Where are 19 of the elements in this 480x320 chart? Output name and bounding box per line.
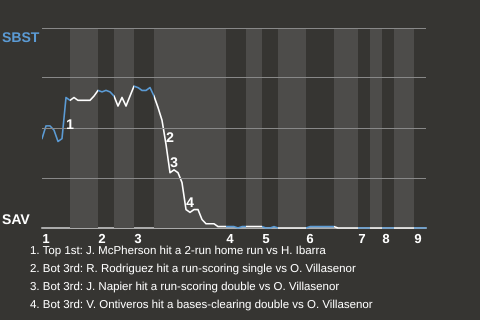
- text: 1. Top 1st: J. McPherson hit a 2-run home run vs H. Ibarra: [30, 245, 326, 257]
- x-tick-label: 4: [226, 231, 234, 246]
- x-tick-label: 3: [134, 231, 142, 246]
- x-tick-label: 7: [358, 231, 366, 246]
- annotation: 3: [170, 154, 178, 170]
- annotation: 1: [66, 116, 74, 132]
- x-tick-label: 1: [42, 231, 50, 246]
- x-tick-label: 8: [382, 231, 390, 246]
- text: 4. Bot 3rd: V. Ontiveros hit a bases-clearing double vs O. Villasenor: [30, 299, 373, 311]
- text: 3. Bot 3rd: J. Napier hit a run-scoring double vs O. Villasenor: [30, 281, 340, 293]
- text: 2. Bot 3rd: R. Rodriguez hit a run-scoring single vs O. Villasenor: [30, 263, 356, 275]
- x-tick-label: 2: [98, 231, 106, 246]
- x-tick-label: 5: [262, 231, 270, 246]
- x-tick-label: 9: [414, 231, 422, 246]
- x-tick-label: 6: [306, 231, 314, 246]
- annotation: 4: [186, 194, 194, 210]
- text: SBST: [2, 29, 40, 45]
- annotation: 2: [166, 129, 174, 145]
- text: SAV: [2, 211, 30, 227]
